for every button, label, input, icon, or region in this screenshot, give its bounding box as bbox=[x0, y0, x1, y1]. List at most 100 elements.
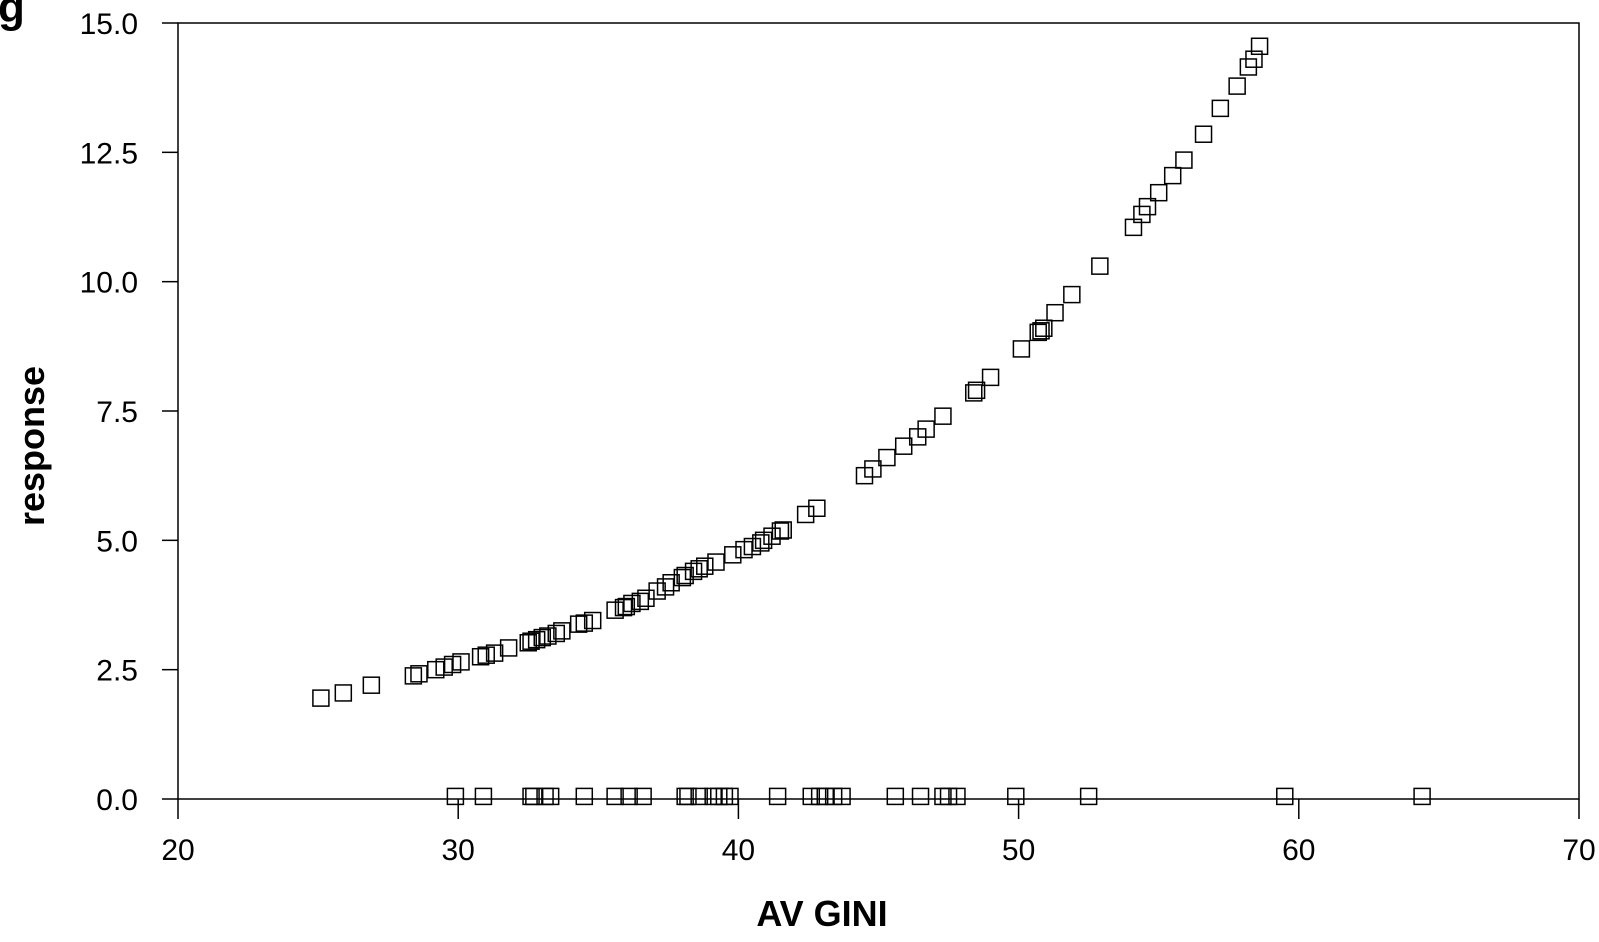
data-point bbox=[1012, 340, 1031, 358]
data-point bbox=[620, 787, 638, 806]
data-point bbox=[934, 407, 952, 425]
data-point bbox=[1091, 257, 1109, 275]
data-point bbox=[583, 611, 602, 630]
data-point bbox=[911, 787, 930, 806]
data-point bbox=[707, 553, 725, 571]
data-point bbox=[547, 624, 566, 643]
data-point bbox=[1138, 197, 1157, 216]
data-point bbox=[637, 589, 655, 608]
data-point bbox=[471, 647, 490, 666]
data-point bbox=[715, 787, 734, 806]
data-point bbox=[1029, 323, 1047, 342]
x-tick-label: 20 bbox=[161, 834, 194, 867]
data-point bbox=[617, 597, 636, 616]
data-points bbox=[312, 37, 1431, 806]
data-point bbox=[833, 787, 851, 806]
data-point bbox=[721, 787, 739, 806]
data-point bbox=[634, 787, 652, 806]
data-point bbox=[404, 667, 423, 685]
data-point bbox=[553, 622, 571, 640]
data-point bbox=[684, 562, 703, 581]
y-tick-label: 5.0 bbox=[96, 525, 138, 558]
y-tick-label: 12.5 bbox=[80, 137, 138, 170]
y-tick-label: 15.0 bbox=[80, 8, 138, 41]
data-point bbox=[1149, 183, 1168, 202]
data-point bbox=[690, 560, 708, 578]
plot-frame bbox=[177, 22, 1580, 800]
data-point bbox=[474, 787, 493, 806]
data-point bbox=[710, 787, 728, 806]
data-point bbox=[606, 787, 624, 806]
data-point bbox=[690, 787, 708, 806]
y-tick-label: 0.0 bbox=[96, 784, 138, 817]
data-point bbox=[541, 787, 560, 806]
x-tick-label: 70 bbox=[1562, 834, 1595, 867]
data-point bbox=[569, 615, 588, 633]
data-point bbox=[1163, 166, 1182, 185]
chart-title-fragment: g bbox=[0, 0, 25, 32]
axes bbox=[177, 22, 1580, 800]
data-point bbox=[948, 787, 966, 806]
data-point bbox=[808, 499, 826, 518]
data-point bbox=[1032, 322, 1050, 340]
data-point bbox=[696, 557, 714, 575]
y-tick-label: 2.5 bbox=[96, 655, 138, 688]
x-axis-title: AV GINI bbox=[756, 893, 887, 934]
data-point bbox=[965, 384, 983, 402]
data-point bbox=[1046, 303, 1064, 322]
data-point bbox=[864, 460, 882, 478]
data-point bbox=[967, 381, 986, 400]
data-point bbox=[886, 787, 905, 806]
data-point bbox=[527, 630, 546, 649]
data-point bbox=[446, 787, 465, 806]
data-point bbox=[1245, 50, 1263, 68]
data-point bbox=[662, 574, 680, 592]
data-point bbox=[525, 787, 543, 806]
data-point bbox=[878, 448, 896, 467]
data-point bbox=[771, 522, 790, 540]
data-point bbox=[1063, 285, 1081, 304]
data-point bbox=[796, 505, 815, 524]
data-point bbox=[452, 653, 470, 671]
y-axis-ticks: 0.0 2.5 5.0 7.5 10.0 12.5 15.0 bbox=[80, 8, 178, 817]
data-point bbox=[1194, 125, 1213, 143]
data-point bbox=[656, 578, 675, 596]
x-tick-label: 60 bbox=[1282, 834, 1315, 867]
data-point bbox=[1035, 319, 1053, 337]
data-point bbox=[1079, 787, 1098, 806]
data-point bbox=[724, 546, 742, 564]
data-point bbox=[312, 689, 330, 707]
data-point bbox=[1250, 37, 1269, 56]
data-point bbox=[917, 420, 935, 438]
data-point bbox=[679, 787, 697, 806]
x-tick-label: 30 bbox=[442, 834, 475, 867]
data-point bbox=[631, 592, 650, 611]
data-point bbox=[533, 628, 552, 647]
y-tick-label: 7.5 bbox=[96, 396, 138, 429]
data-point bbox=[894, 437, 913, 455]
data-point bbox=[522, 632, 540, 650]
data-point bbox=[334, 684, 353, 702]
data-point bbox=[499, 639, 518, 657]
x-axis-ticks: 20 30 40 50 60 70 bbox=[161, 799, 1596, 867]
data-point bbox=[673, 568, 692, 587]
data-point bbox=[774, 521, 792, 539]
data-point bbox=[1413, 787, 1431, 806]
data-point bbox=[1007, 787, 1025, 806]
y-axis-title: response bbox=[11, 366, 52, 526]
data-point bbox=[752, 534, 770, 552]
y-tick-label: 10.0 bbox=[80, 267, 138, 300]
data-point bbox=[1228, 77, 1246, 95]
x-tick-label: 50 bbox=[1002, 834, 1035, 867]
data-point bbox=[362, 676, 381, 694]
data-point bbox=[1276, 787, 1294, 806]
data-point bbox=[575, 787, 594, 806]
data-point bbox=[1175, 151, 1193, 169]
data-point bbox=[1211, 99, 1230, 118]
data-point bbox=[981, 368, 1000, 387]
data-point bbox=[410, 665, 428, 683]
data-point bbox=[485, 644, 504, 662]
x-tick-label: 40 bbox=[722, 834, 755, 867]
data-point bbox=[768, 787, 787, 806]
